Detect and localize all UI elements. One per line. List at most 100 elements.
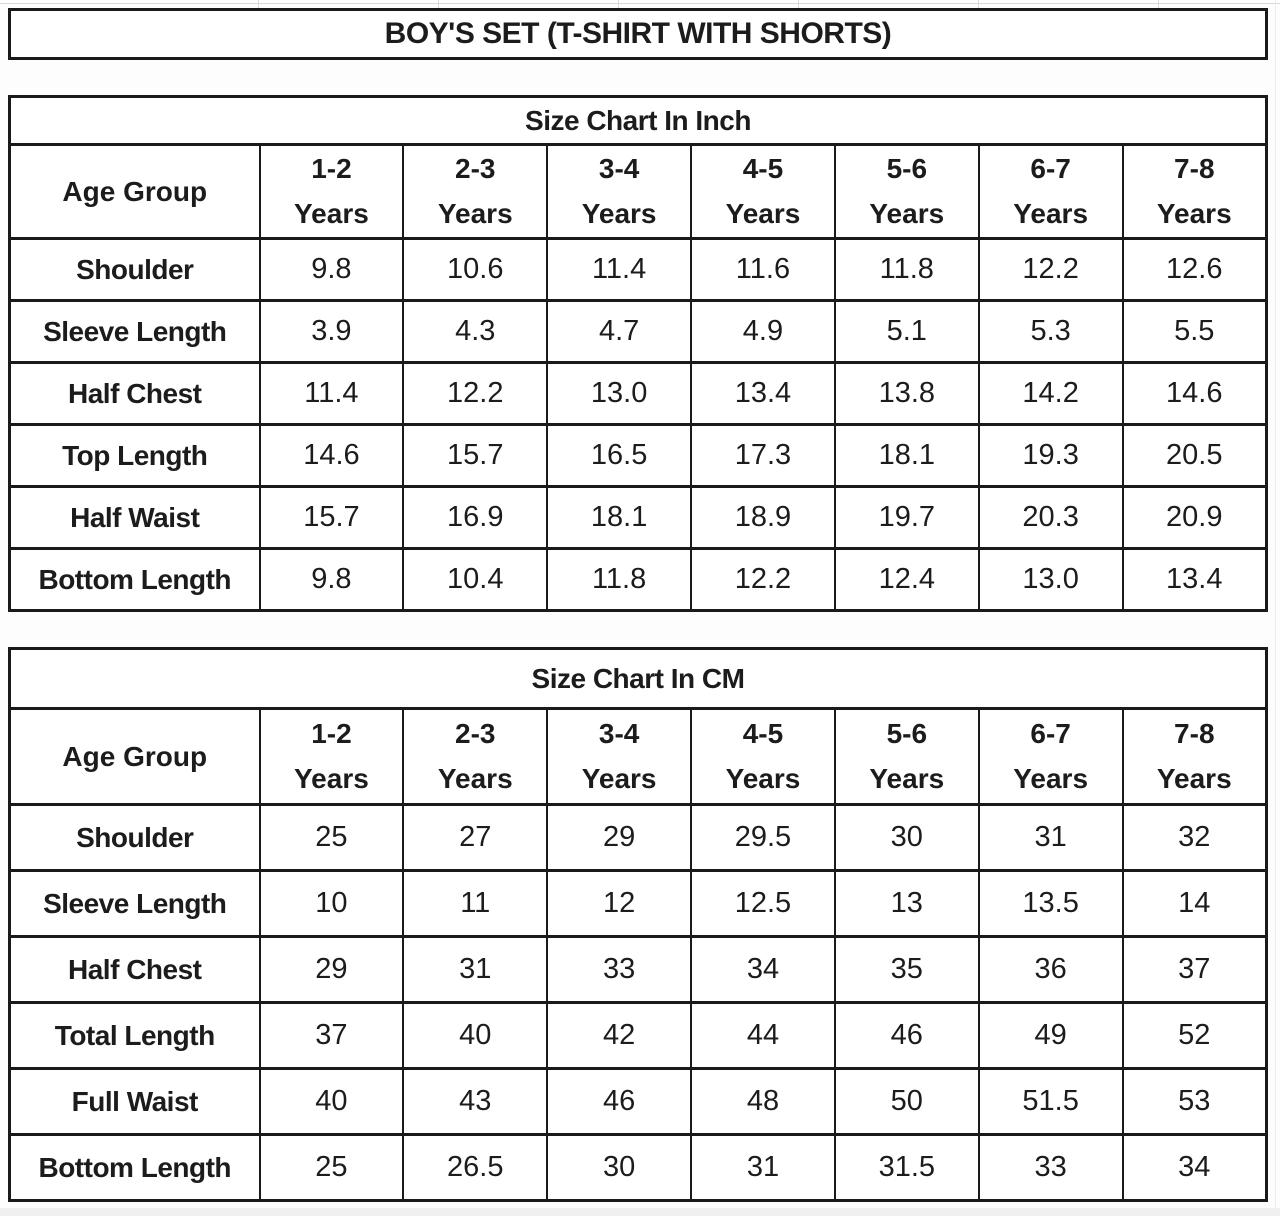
- cell-value: 42: [546, 1001, 693, 1070]
- cell-value: 46: [833, 1001, 980, 1070]
- cell-value: 5.3: [977, 299, 1124, 364]
- row-label: Sleeve Length: [8, 299, 261, 364]
- table-row: Half Chest 29 31 33 34 35 36 37: [8, 935, 1268, 1004]
- age-col-header: 2-3 Years: [402, 143, 549, 240]
- age-col-header: 2-3 Years: [402, 707, 549, 806]
- age-col-header: 7-8 Years: [1121, 143, 1268, 240]
- gridline-horizontal: [0, 1208, 1280, 1216]
- cell-value: 10.4: [402, 547, 549, 612]
- table-row: Sleeve Length 10 11 12 12.5 13 13.5 14: [8, 869, 1268, 938]
- row-label: Half Chest: [8, 361, 261, 426]
- age-col-header: 5-6 Years: [833, 143, 980, 240]
- cell-value: 30: [833, 803, 980, 872]
- row-label: Full Waist: [8, 1067, 261, 1136]
- cell-value: 4.3: [402, 299, 549, 364]
- cell-value: 12.2: [690, 547, 836, 612]
- gridline-vertical: [618, 0, 619, 8]
- cell-value: 37: [258, 1001, 405, 1070]
- cell-value: 40: [258, 1067, 405, 1136]
- cell-value: 13.0: [977, 547, 1124, 612]
- cell-value: 48: [690, 1067, 836, 1136]
- cell-value: 15.7: [258, 485, 405, 550]
- cell-value: 13.4: [690, 361, 836, 426]
- cell-value: 35: [833, 935, 980, 1004]
- row-label: Half Waist: [8, 485, 261, 550]
- cell-value: 31: [402, 935, 549, 1004]
- age-col-header: 1-2 Years: [258, 143, 405, 240]
- age-col-header: 3-4 Years: [546, 707, 693, 806]
- age-header-row: Age Group 1-2 Years 2-3 Years 3-4 Years 4-5…: [8, 143, 1268, 240]
- cell-value: 49: [977, 1001, 1124, 1070]
- cell-value: 11.8: [546, 547, 693, 612]
- cell-value: 16.9: [402, 485, 549, 550]
- cell-value: 4.9: [690, 299, 836, 364]
- cell-value: 9.8: [258, 237, 405, 302]
- table-row: Half Waist 15.7 16.9 18.1 18.9 19.7 20.3…: [8, 485, 1268, 550]
- cell-value: 10.6: [402, 237, 549, 302]
- cell-value: 33: [977, 1133, 1124, 1202]
- cell-value: 20.3: [977, 485, 1124, 550]
- cell-value: 11: [402, 869, 549, 938]
- table-row: Bottom Length 9.8 10.4 11.8 12.2 12.4 13…: [8, 547, 1268, 612]
- gridline-vertical: [438, 0, 439, 8]
- cell-value: 31: [977, 803, 1124, 872]
- row-label: Total Length: [8, 1001, 261, 1070]
- table-row: Half Chest 11.4 12.2 13.0 13.4 13.8 14.2…: [8, 361, 1268, 426]
- gridline-vertical: [798, 0, 799, 8]
- cell-value: 29: [258, 935, 405, 1004]
- cell-value: 14.6: [1121, 361, 1268, 426]
- row-label: Shoulder: [8, 803, 261, 872]
- cell-value: 11.4: [546, 237, 693, 302]
- cell-value: 17.3: [690, 423, 836, 488]
- gridline-vertical: [978, 0, 979, 8]
- gridline-vertical: [258, 0, 259, 8]
- cell-value: 37: [1121, 935, 1268, 1004]
- table-row: Sleeve Length 3.9 4.3 4.7 4.9 5.1 5.3 5.…: [8, 299, 1268, 364]
- table-row: Shoulder 25 27 29 29.5 30 31 32: [8, 803, 1268, 872]
- cell-value: 33: [546, 935, 693, 1004]
- cell-value: 12.6: [1121, 237, 1268, 302]
- cell-value: 25: [258, 1133, 405, 1202]
- table-title: Size Chart In CM: [8, 647, 1268, 710]
- cell-value: 13.4: [1121, 547, 1268, 612]
- cell-value: 14: [1121, 869, 1268, 938]
- cell-value: 29: [546, 803, 693, 872]
- row-label: Sleeve Length: [8, 869, 261, 938]
- gridline-vertical: [1275, 0, 1276, 1216]
- cell-value: 25: [258, 803, 405, 872]
- table-row: Shoulder 9.8 10.6 11.4 11.6 11.8 12.2 12…: [8, 237, 1268, 302]
- cell-value: 3.9: [258, 299, 405, 364]
- cell-value: 14.2: [977, 361, 1124, 426]
- cell-value: 20.5: [1121, 423, 1268, 488]
- cell-value: 32: [1121, 803, 1268, 872]
- age-header-row: Age Group 1-2 Years 2-3 Years 3-4 Years 4-5…: [8, 707, 1268, 806]
- cell-value: 50: [833, 1067, 980, 1136]
- table-title: Size Chart In Inch: [8, 95, 1268, 146]
- cell-value: 11.6: [690, 237, 836, 302]
- cell-value: 31: [690, 1133, 836, 1202]
- row-label: Bottom Length: [8, 1133, 261, 1202]
- cell-value: 46: [546, 1067, 693, 1136]
- table-title-row: Size Chart In Inch: [8, 95, 1268, 146]
- cell-value: 19.3: [977, 423, 1124, 488]
- cell-value: 53: [1121, 1067, 1268, 1136]
- size-chart-cm-table: Size Chart In CM Age Group 1-2 Years 2-3 Y…: [8, 647, 1268, 1202]
- table-title-row: Size Chart In CM: [8, 647, 1268, 710]
- age-col-header: 4-5 Years: [690, 143, 836, 240]
- cell-value: 13.0: [546, 361, 693, 426]
- cell-value: 31.5: [833, 1133, 980, 1202]
- cell-value: 9.8: [258, 547, 405, 612]
- cell-value: 12.2: [402, 361, 549, 426]
- table-row: Bottom Length 25 26.5 30 31 31.5 33 34: [8, 1133, 1268, 1202]
- cell-value: 34: [1121, 1133, 1268, 1202]
- cell-value: 12: [546, 869, 693, 938]
- cell-value: 20.9: [1121, 485, 1268, 550]
- cell-value: 13.8: [833, 361, 980, 426]
- gridline-vertical: [1158, 0, 1159, 8]
- cell-value: 40: [402, 1001, 549, 1070]
- table-row: Full Waist 40 43 46 48 50 51.5 53: [8, 1067, 1268, 1136]
- cell-value: 12.2: [977, 237, 1124, 302]
- cell-value: 18.1: [546, 485, 693, 550]
- table-row: Top Length 14.6 15.7 16.5 17.3 18.1 19.3…: [8, 423, 1268, 488]
